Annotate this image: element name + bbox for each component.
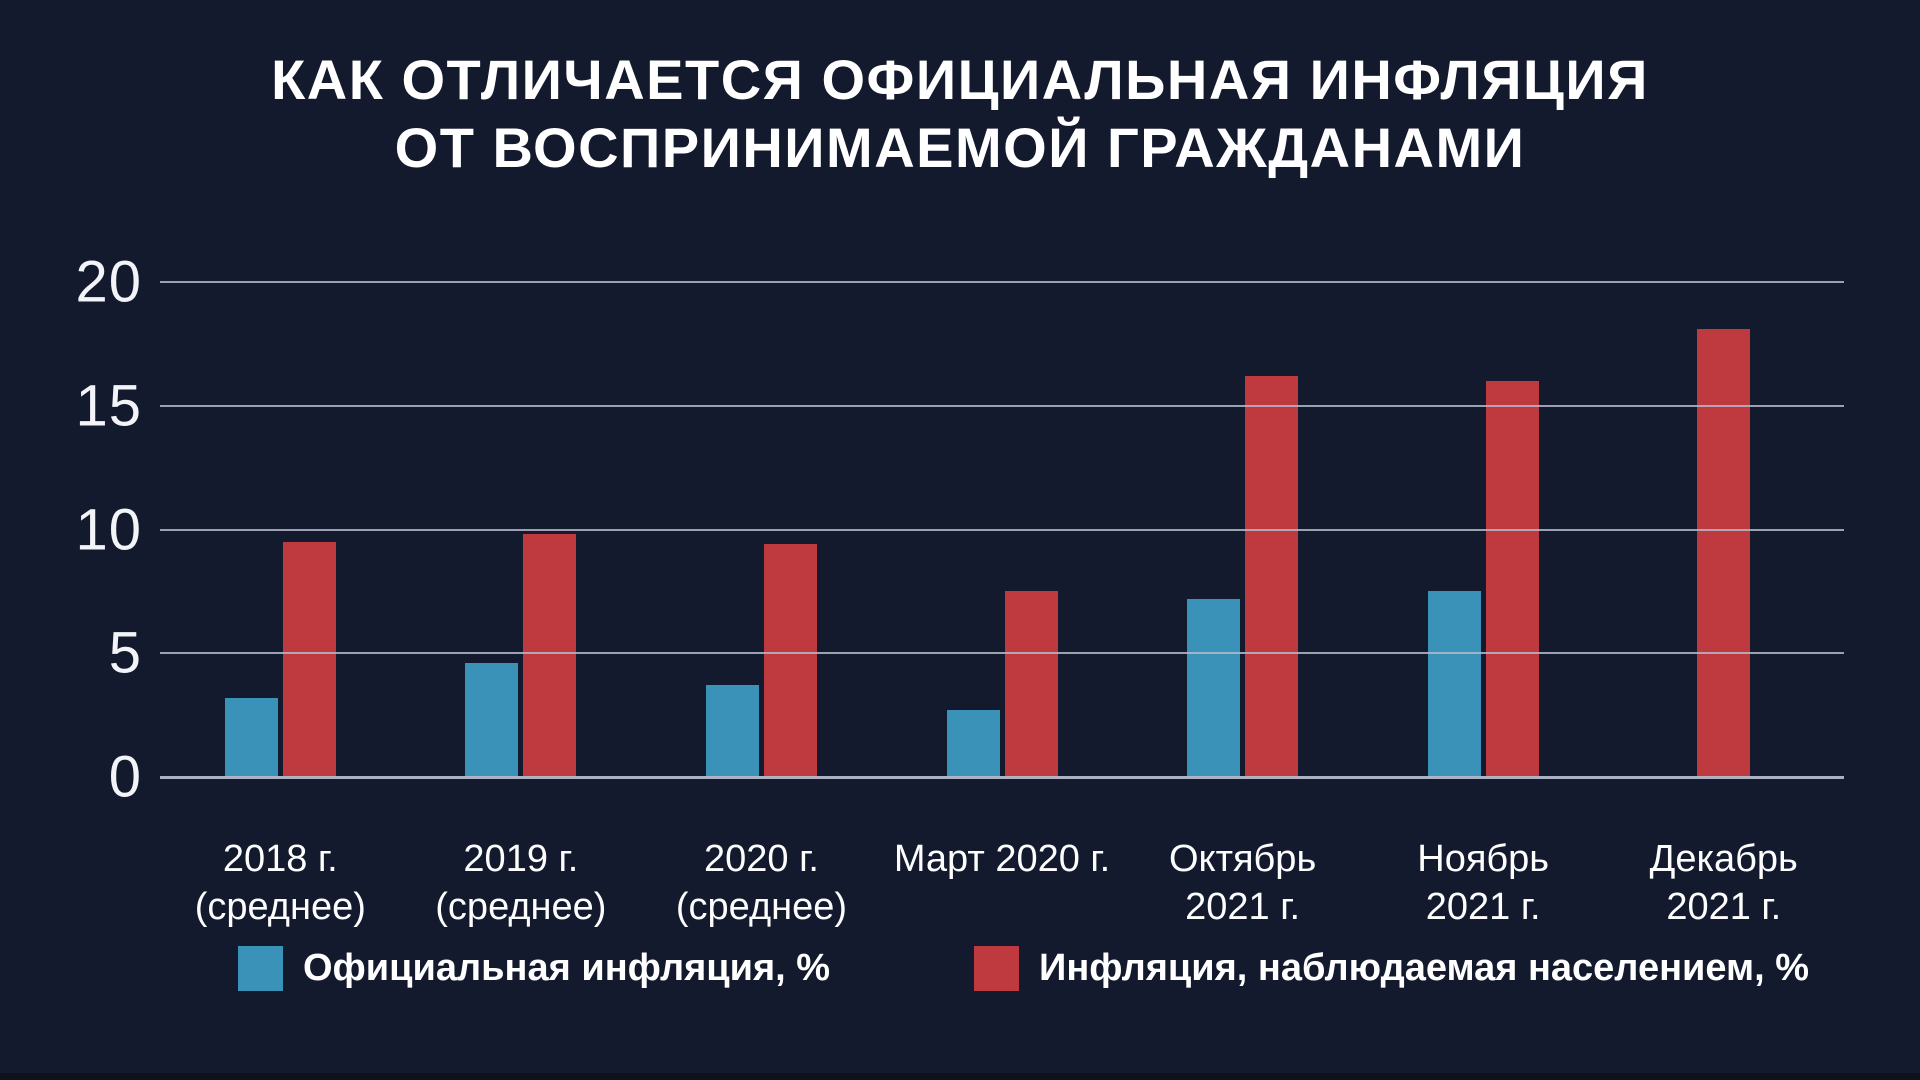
gridline-5: [160, 652, 1844, 655]
gridline-20: [160, 281, 1844, 283]
bar-group-6: [1603, 282, 1844, 777]
bar-official-2: [705, 685, 759, 777]
legend-swatch-observed: [974, 945, 1019, 991]
bar-observed-3: [1004, 591, 1058, 777]
y-tick-label-10: 10: [75, 497, 142, 562]
bar-observed-0: [282, 541, 336, 777]
legend-label-official: Официальная инфляция, %: [303, 946, 831, 989]
plot-area: [160, 281, 1844, 779]
bars-row: [160, 282, 1844, 777]
bar-observed-6: [1697, 329, 1751, 777]
bar-observed-5: [1485, 381, 1539, 777]
bar-group-2: [641, 282, 882, 777]
bar-official-5: [1427, 591, 1481, 777]
bar-observed-1: [523, 534, 577, 777]
bar-group-1: [401, 282, 642, 777]
y-tick-label-0: 0: [108, 744, 142, 810]
x-tick-label-4: Октябрь 2021 г.: [1168, 838, 1317, 928]
x-axis-labels: 2018 г. (среднее) 2019 г. (среднее) 2020 г.(…: [160, 835, 1844, 931]
chart-title-line1: КАК ОТЛИЧАЕТСЯ ОФИЦИАЛЬНАЯ ИНФЛЯЦИЯ: [271, 48, 1649, 111]
bottom-edge-strip: [0, 1073, 1920, 1080]
x-tick-label-0: 2018 г. (среднее): [194, 838, 366, 928]
x-tick-label-5: Ноябрь 2021 г.: [1417, 838, 1550, 928]
y-tick-label-5: 5: [108, 620, 142, 686]
bar-group-5: [1363, 282, 1604, 777]
x-tick-label-1: 2019 г. (среднее): [435, 838, 607, 928]
bar-group-0: [160, 282, 401, 777]
legend-swatch-official: [238, 945, 283, 991]
x-tick-label-2: 2020 г. (среднее): [675, 838, 848, 928]
bar-official-3: [946, 710, 1000, 777]
gridline-15: [160, 404, 1844, 407]
bar-observed-2: [763, 544, 817, 777]
x-tick-label-3: Март 2020 г.: [893, 838, 1111, 880]
gridline-10: [160, 528, 1844, 531]
x-tick-label-6: Декабрь 2021 г.: [1649, 838, 1798, 928]
bar-official-1: [465, 663, 519, 777]
bar-group-4: [1122, 282, 1363, 777]
legend-item-official: Официальная инфляция, %: [238, 944, 830, 992]
bar-observed-4: [1245, 376, 1299, 777]
legend-label-observed: Инфляция, наблюдаемая населением, %: [1039, 946, 1810, 989]
y-tick-label-15: 15: [75, 373, 142, 439]
y-tick-label-20: 20: [75, 249, 142, 315]
legend-item-observed: Инфляция, наблюдаемая населением, %: [974, 944, 1809, 992]
bar-official-0: [224, 697, 278, 777]
y-axis: 0 5 10 15 20: [0, 250, 142, 810]
bar-group-3: [882, 282, 1123, 777]
chart-title: КАК ОТЛИЧАЕТСЯ ОФИЦИАЛЬНАЯ ИНФЛЯЦИЯ ОТ В…: [0, 46, 1920, 182]
gridline-0: [160, 776, 1844, 779]
chart-title-line2: ОТ ВОСПРИНИМАЕМОЙ ГРАЖДАНАМИ: [394, 116, 1526, 179]
bar-official-4: [1187, 598, 1241, 777]
